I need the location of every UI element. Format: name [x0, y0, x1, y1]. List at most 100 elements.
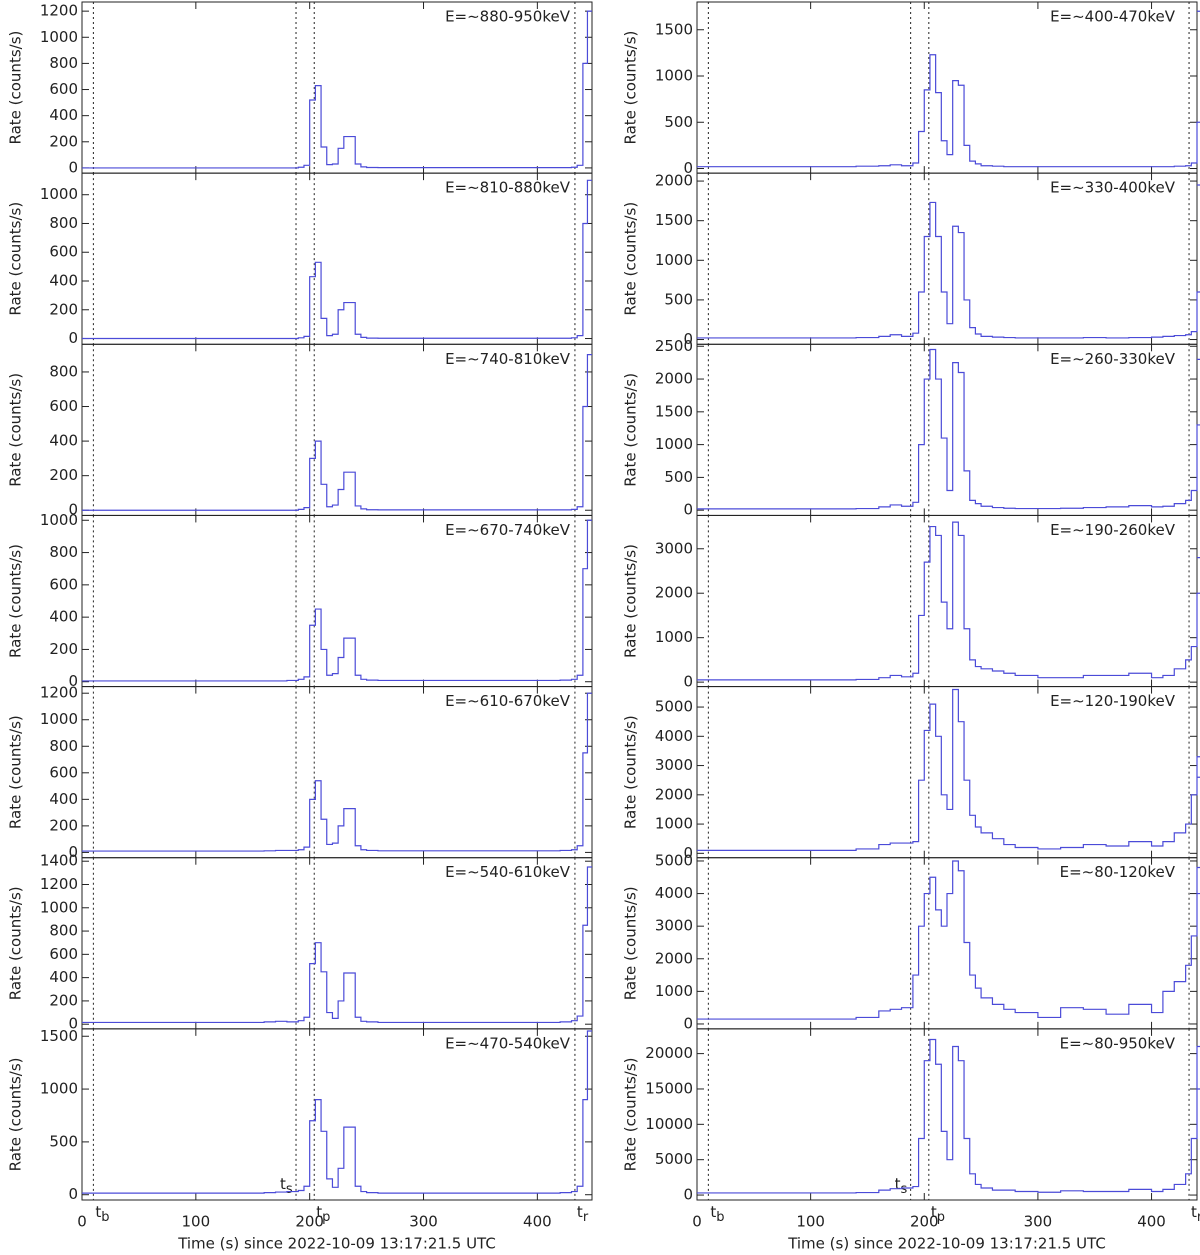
panel-frame — [81, 172, 593, 345]
y-tick-label: 0 — [68, 329, 78, 347]
energy-label: E=∼880-950keV — [445, 8, 571, 26]
marker-label-sub: p — [322, 1210, 330, 1225]
energy-label: E=∼120-190keV — [1050, 692, 1176, 710]
panel-frame — [81, 343, 593, 516]
y-tick-label: 0 — [68, 1015, 78, 1033]
y-tick-label: 1500 — [40, 1027, 78, 1045]
energy-label: E=∼80-950keV — [1060, 1034, 1176, 1052]
x-tick-label: 0 — [692, 1213, 702, 1231]
x-tick-label: 300 — [1024, 1213, 1053, 1231]
y-axis-label: Rate (counts/s) — [622, 1057, 640, 1171]
marker-label: tp — [931, 1203, 945, 1225]
step-line — [697, 348, 1200, 510]
marker-label-main: t — [280, 1175, 286, 1193]
energy-label: E=∼610-670keV — [445, 692, 571, 710]
step-line — [697, 184, 1200, 339]
y-axis-label: Rate (counts/s) — [7, 373, 25, 487]
marker-label-sub: r — [583, 1210, 589, 1225]
energy-label: E=∼190-260keV — [1050, 521, 1176, 539]
y-tick-label: 500 — [49, 1132, 78, 1150]
marker-label-main: t — [895, 1175, 901, 1193]
y-tick-label: 2000 — [655, 172, 693, 190]
y-tick-label: 1000 — [40, 185, 78, 203]
y-axis-label: Rate (counts/s) — [622, 544, 640, 658]
energy-label: E=∼400-470keV — [1050, 8, 1176, 26]
marker-label-sub: s — [901, 1182, 908, 1197]
y-tick-label: 600 — [49, 945, 78, 963]
panel-frame — [81, 514, 593, 688]
energy-label: E=∼670-740keV — [445, 521, 571, 539]
x-tick-label: 400 — [523, 1213, 552, 1231]
y-tick-label: 400 — [49, 272, 78, 290]
marker-label-main: t — [931, 1203, 937, 1221]
x-tick-label: 0 — [77, 1213, 87, 1231]
panel-frame — [81, 686, 593, 859]
x-tick-label: 100 — [796, 1213, 825, 1231]
y-axis-label: Rate (counts/s) — [7, 544, 25, 658]
marker-label: ts — [280, 1175, 293, 1197]
step-line — [82, 10, 592, 169]
y-tick-label: 1000 — [40, 511, 78, 529]
step-line — [697, 10, 1200, 168]
y-tick-label: 500 — [664, 113, 693, 131]
y-tick-label: 1500 — [655, 402, 693, 420]
y-tick-label: 5000 — [655, 851, 693, 869]
panel-frame — [81, 1, 593, 174]
y-tick-label: 400 — [49, 608, 78, 626]
marker-label-sub: s — [286, 1182, 293, 1197]
y-tick-label: 2000 — [655, 370, 693, 388]
y-tick-label: 5000 — [655, 698, 693, 716]
y-tick-label: 200 — [49, 991, 78, 1009]
x-axis-label: Time (s) since 2022-10-09 13:17:21.5 UTC — [787, 1235, 1106, 1253]
y-tick-label: 2500 — [655, 337, 693, 355]
y-tick-label: 0 — [683, 501, 693, 519]
step-line — [82, 354, 592, 511]
y-tick-label: 0 — [683, 673, 693, 691]
y-tick-label: 4000 — [655, 727, 693, 745]
panel-frame — [696, 686, 1198, 859]
y-tick-label: 200 — [49, 466, 78, 484]
y-tick-label: 1200 — [40, 875, 78, 893]
energy-label: E=∼740-810keV — [445, 350, 571, 368]
step-line — [82, 519, 592, 682]
y-tick-label: 0 — [683, 159, 693, 177]
y-tick-label: 1000 — [655, 628, 693, 646]
y-tick-label: 400 — [49, 432, 78, 450]
y-tick-label: 1000 — [655, 982, 693, 1000]
y-tick-label: 1000 — [655, 251, 693, 269]
y-tick-label: 600 — [49, 80, 78, 98]
y-tick-label: 200 — [49, 816, 78, 834]
y-tick-label: 3000 — [655, 756, 693, 774]
marker-label-main: t — [1191, 1203, 1197, 1221]
energy-label: E=∼470-540keV — [445, 1034, 571, 1052]
y-tick-label: 0 — [683, 330, 693, 348]
marker-label-sub: b — [716, 1210, 724, 1225]
marker-label: tr — [1191, 1203, 1200, 1225]
y-axis-label: Rate (counts/s) — [622, 202, 640, 316]
y-tick-label: 0 — [68, 1185, 78, 1203]
y-axis-label: Rate (counts/s) — [622, 886, 640, 1000]
y-tick-label: 1000 — [40, 710, 78, 728]
x-axis-label: Time (s) since 2022-10-09 13:17:21.5 UTC — [177, 1235, 496, 1253]
y-axis-label: Rate (counts/s) — [7, 31, 25, 145]
marker-label-sub: r — [1197, 1210, 1200, 1225]
x-tick-label: 100 — [182, 1213, 211, 1231]
marker-label-sub: b — [101, 1210, 109, 1225]
x-tick-label: 300 — [409, 1213, 438, 1231]
x-tick-label: 200 — [295, 1213, 324, 1231]
y-tick-label: 0 — [68, 843, 78, 861]
step-line — [697, 521, 1200, 681]
y-axis-label: Rate (counts/s) — [622, 715, 640, 829]
marker-label: tb — [95, 1203, 109, 1225]
y-tick-label: 600 — [49, 397, 78, 415]
panel-frame — [696, 1028, 1198, 1201]
marker-label-main: t — [710, 1203, 716, 1221]
y-tick-label: 200 — [49, 300, 78, 318]
y-tick-label: 2000 — [655, 949, 693, 967]
y-axis-label: Rate (counts/s) — [7, 1057, 25, 1171]
y-tick-label: 20000 — [645, 1044, 693, 1062]
energy-label: E=∼540-610keV — [445, 863, 571, 881]
panel-frame — [696, 514, 1198, 688]
y-tick-label: 1000 — [655, 435, 693, 453]
y-tick-label: 800 — [49, 362, 78, 380]
